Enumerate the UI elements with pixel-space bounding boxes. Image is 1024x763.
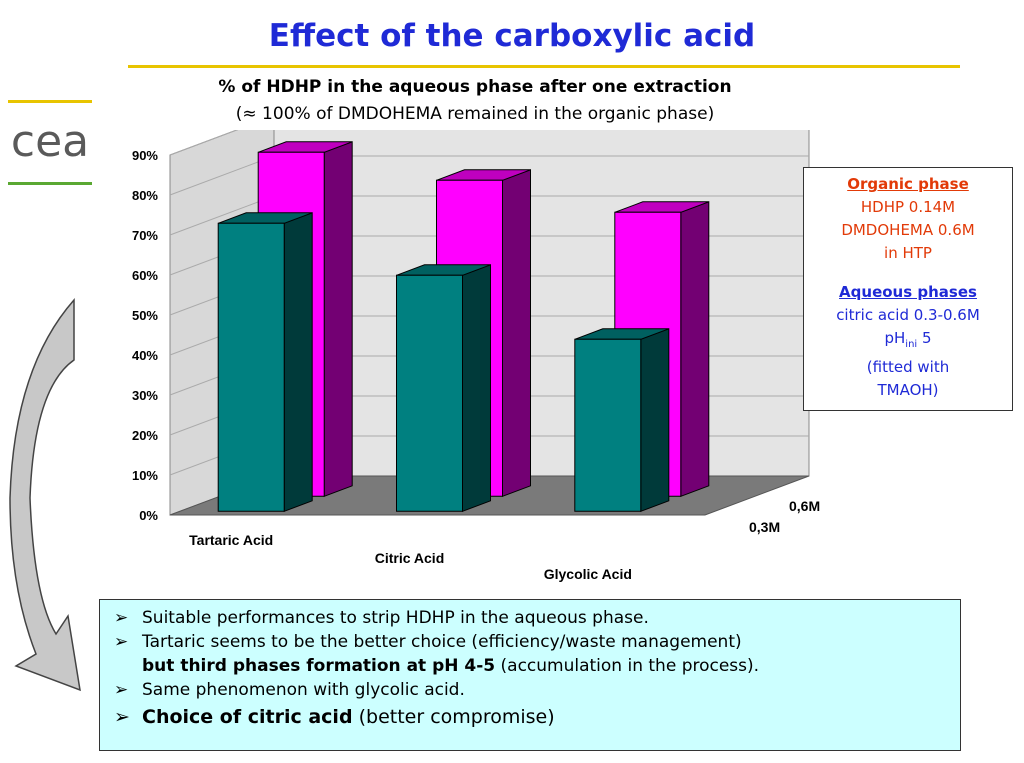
conclusions-box: ➢ Suitable performances to strip HDHP in … xyxy=(99,599,961,751)
note-1: ➢ Suitable performances to strip HDHP in … xyxy=(114,606,950,630)
note-4: ➢ Choice of citric acid (better compromis… xyxy=(114,702,950,732)
bar-side xyxy=(502,169,531,498)
bullet-arrow-icon: ➢ xyxy=(114,680,129,700)
bullet-arrow-icon: ➢ xyxy=(114,706,130,728)
x-tick-label: Tartaric Acid xyxy=(189,532,273,548)
note-4-bold: Choice of citric acid xyxy=(142,706,353,728)
aqueous-phase-heading: Aqueous phases xyxy=(839,283,977,301)
note-1-text: Suitable performances to strip HDHP in t… xyxy=(142,608,649,628)
x-tick-label: Citric Acid xyxy=(375,550,445,566)
bar-chart-3d: 0% 10% 20% 30% 40% 50% 60% 70% 80% 90% Tartaric A… xyxy=(132,130,820,582)
y-axis-tick-labels: 0% 10% 20% 30% 40% 50% 60% 70% 80% 90% xyxy=(132,148,158,523)
y-tick-label: 10% xyxy=(132,468,158,483)
note-2-rest: (accumulation in the process). xyxy=(495,656,760,676)
x-axis-category-labels: Tartaric Acid Citric Acid Glycolic Acid xyxy=(189,532,632,582)
bar-0,3M-Glycolic Acid xyxy=(574,338,642,512)
curved-arrow-icon xyxy=(9,298,81,692)
organic-line-1: HDHP 0.14M xyxy=(860,198,956,216)
aqueous-ph-line: pHini 5 xyxy=(804,327,1012,356)
y-tick-label: 20% xyxy=(132,428,158,443)
bar-side xyxy=(323,141,353,498)
ph-value: 5 xyxy=(917,329,932,347)
note-2-cont: but third phases formation at pH 4-5 (ac… xyxy=(114,654,950,678)
conditions-box: Organic phase HDHP 0.14M DMDOHEMA 0.6M i… xyxy=(803,167,1013,411)
gridline xyxy=(169,130,239,156)
y-tick-label: 50% xyxy=(132,308,158,323)
y-tick-label: 30% xyxy=(132,388,158,403)
bar-0,3M-Tartaric Acid xyxy=(217,222,285,512)
bullet-arrow-icon: ➢ xyxy=(114,632,129,652)
y-tick-label: 40% xyxy=(132,348,158,363)
note-2-text: Tartaric seems to be the better choice (… xyxy=(142,632,742,652)
y-tick-label: 60% xyxy=(132,268,158,283)
depth-series-labels: 0,3M 0,6M xyxy=(749,498,820,535)
x-tick-label: Glycolic Acid xyxy=(544,566,632,582)
y-tick-label: 0% xyxy=(139,508,158,523)
chart-subtitle: (≈ 100% of DMDOHEMA remained in the orga… xyxy=(235,104,715,124)
note-3: ➢ Same phenomenon with glycolic acid. xyxy=(114,678,950,702)
title-underline xyxy=(128,65,960,68)
organic-line-3: in HTP xyxy=(884,244,932,262)
note-4-rest: (better compromise) xyxy=(352,706,555,728)
bar-side xyxy=(640,328,670,513)
y-tick-label: 70% xyxy=(132,228,158,243)
note-3-text: Same phenomenon with glycolic acid. xyxy=(142,680,465,700)
chart-title: % of HDHP in the aqueous phase after one… xyxy=(218,77,732,97)
aqueous-line-1: citric acid 0.3-0.6M xyxy=(836,306,980,324)
aqueous-line-4: TMAOH) xyxy=(877,381,939,399)
bar-0,3M-Citric Acid xyxy=(396,274,463,512)
ph-subscript: ini xyxy=(905,339,918,350)
organic-line-2: DMDOHEMA 0.6M xyxy=(841,221,975,239)
chart-bars xyxy=(217,141,710,513)
cea-logo: cea xyxy=(8,100,92,185)
back-wall xyxy=(273,130,810,477)
y-tick-label: 80% xyxy=(132,188,158,203)
series-label: 0,3M xyxy=(749,519,780,535)
bullet-arrow-icon: ➢ xyxy=(114,608,129,628)
y-tick-label: 90% xyxy=(132,148,158,163)
bar-side xyxy=(680,201,710,498)
ph-label: pH xyxy=(884,329,906,347)
logo-text: cea xyxy=(11,116,89,167)
series-label: 0,6M xyxy=(789,498,820,514)
note-2-bold: but third phases formation at pH 4-5 xyxy=(142,656,496,676)
slide-title: Effect of the carboxylic acid xyxy=(268,18,756,54)
organic-phase-heading: Organic phase xyxy=(847,175,969,193)
note-2: ➢ Tartaric seems to be the better choice … xyxy=(114,630,950,654)
aqueous-line-3: (fitted with xyxy=(866,358,950,376)
bar-side xyxy=(283,212,313,513)
bar-side xyxy=(462,264,491,513)
